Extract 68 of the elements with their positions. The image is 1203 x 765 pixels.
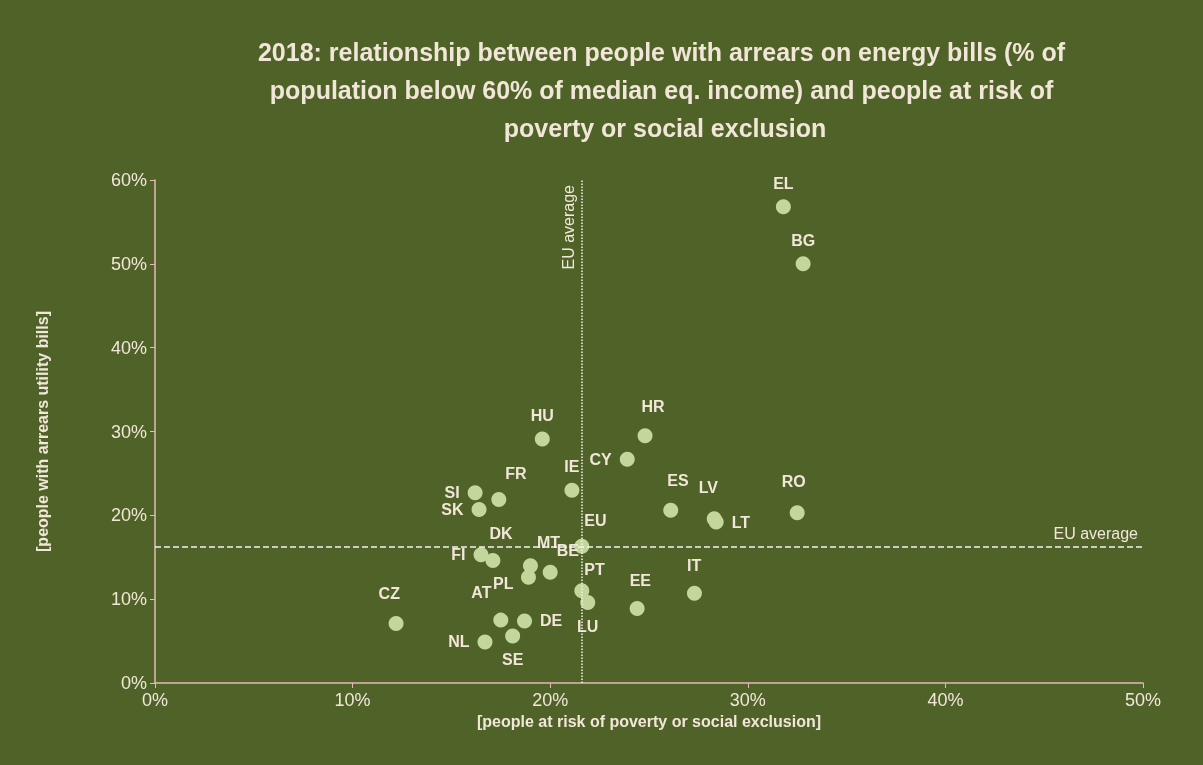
data-label: NL bbox=[448, 633, 470, 651]
point bbox=[485, 553, 501, 569]
data-label: RO bbox=[781, 472, 806, 490]
data-label: LV bbox=[698, 478, 719, 496]
ref-line-label: EU average bbox=[560, 184, 578, 270]
data-label: CZ bbox=[378, 585, 401, 603]
y-axis-title: [people with arrears utility bills] bbox=[33, 311, 51, 552]
data-label: IE bbox=[564, 458, 580, 476]
data-label: FI bbox=[451, 546, 466, 564]
point bbox=[795, 256, 811, 272]
data-label: PL bbox=[492, 575, 514, 593]
chart-title: 2018: relationship between people with arrears on energy bills (% of population below 60% of median eq. income) and people at risk of poverty or social exclusion bbox=[257, 38, 1073, 142]
data-label: LU bbox=[577, 617, 599, 635]
data-label: HU bbox=[530, 407, 554, 425]
y-tick-label: 50% bbox=[110, 253, 147, 274]
y-tick-label: 60% bbox=[110, 170, 147, 190]
data-label: AT bbox=[471, 584, 492, 602]
point bbox=[629, 600, 645, 616]
data-label: PT bbox=[584, 560, 605, 578]
point bbox=[580, 595, 596, 611]
x-tick-label: 40% bbox=[927, 690, 964, 710]
point bbox=[467, 485, 483, 501]
data-label: CY bbox=[589, 450, 613, 468]
ref-line-label: EU average bbox=[1053, 524, 1139, 542]
data-label: BG bbox=[791, 231, 816, 249]
point bbox=[473, 547, 489, 563]
point bbox=[522, 558, 538, 574]
point bbox=[534, 431, 550, 447]
x-axis-title: [people at risk of poverty or social exclusion] bbox=[476, 713, 822, 731]
point bbox=[686, 585, 702, 601]
data-label: EE bbox=[629, 572, 652, 590]
point bbox=[619, 451, 635, 467]
x-tick-label: 0% bbox=[141, 690, 169, 710]
data-label: SI bbox=[444, 484, 460, 502]
point bbox=[520, 569, 536, 585]
data-label: EL bbox=[773, 174, 794, 192]
x-tick-label: 30% bbox=[729, 690, 766, 710]
point bbox=[564, 482, 580, 498]
data-label: SK bbox=[441, 500, 464, 518]
point bbox=[505, 628, 521, 644]
y-tick-label: 10% bbox=[110, 589, 147, 610]
point bbox=[637, 428, 653, 444]
point bbox=[471, 501, 487, 517]
y-tick-label: 40% bbox=[110, 337, 147, 358]
data-label: EU bbox=[584, 512, 607, 530]
data-label: DE bbox=[540, 612, 563, 630]
point bbox=[477, 634, 493, 650]
point bbox=[775, 199, 791, 215]
point bbox=[542, 564, 558, 580]
point bbox=[388, 615, 404, 631]
point bbox=[493, 612, 509, 628]
point bbox=[789, 505, 805, 521]
y-tick-label: 30% bbox=[110, 421, 147, 442]
point bbox=[663, 502, 679, 518]
data-label: FR bbox=[505, 465, 528, 483]
point bbox=[491, 491, 507, 507]
data-label: SE bbox=[501, 651, 524, 669]
x-tick-label: 20% bbox=[532, 690, 569, 710]
data-label: ES bbox=[667, 472, 689, 490]
data-label: IT bbox=[686, 557, 702, 575]
data-label: LT bbox=[731, 513, 751, 531]
x-tick-label: 10% bbox=[334, 690, 371, 710]
data-label: HR bbox=[641, 397, 666, 415]
y-tick-label: 0% bbox=[120, 673, 147, 693]
y-tick-label: 20% bbox=[110, 505, 147, 526]
x-tick-label: 50% bbox=[1124, 690, 1162, 710]
point bbox=[517, 613, 533, 629]
data-label: DK bbox=[489, 524, 513, 542]
